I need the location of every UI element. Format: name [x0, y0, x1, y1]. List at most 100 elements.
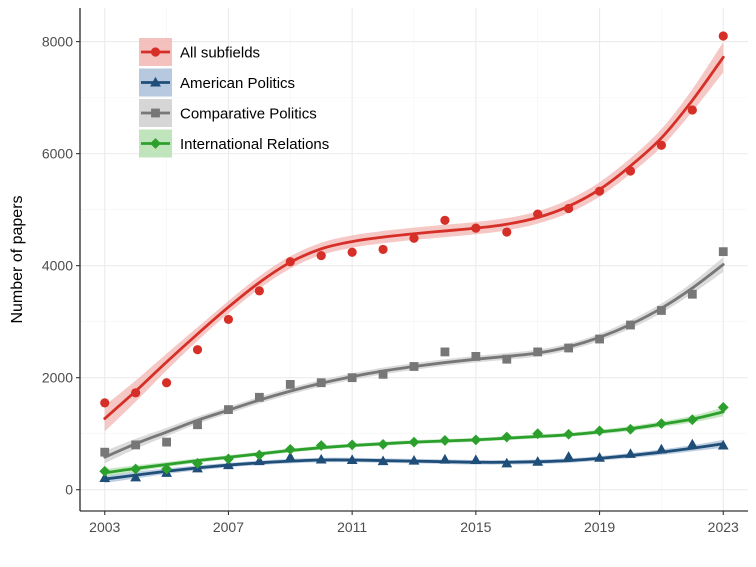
- data-point-international-relations-2006: [192, 457, 203, 469]
- data-point-all-subfields-2021: [656, 140, 667, 150]
- data-point-international-relations-2018: [563, 428, 575, 440]
- data-point-american-politics-2014: [439, 453, 451, 464]
- data-point-all-subfields-2006: [192, 345, 203, 355]
- data-point-american-politics-2022: [686, 438, 698, 449]
- x-tick-label: 2011: [337, 519, 367, 535]
- data-point-american-politics-2009: [284, 451, 296, 462]
- legend-label: American Politics: [180, 75, 295, 92]
- data-point-all-subfields-2020: [625, 166, 636, 176]
- data-point-all-subfields-2023: [718, 31, 728, 41]
- data-point-comparative-politics-2007: [224, 405, 233, 415]
- data-point-american-politics-2011: [346, 454, 358, 465]
- data-point-comparative-politics-2020: [626, 320, 635, 330]
- data-point-international-relations-2015: [470, 434, 482, 446]
- legend: All subfields American Politics Comparativ…: [139, 38, 329, 158]
- data-point-international-relations-2011: [346, 439, 358, 451]
- data-point-comparative-politics-2009: [285, 380, 295, 389]
- data-point-all-subfields-2005: [161, 378, 172, 388]
- data-point-comparative-politics-2022: [687, 289, 697, 299]
- x-tick-label: 2023: [708, 519, 739, 535]
- data-point-all-subfields-2011: [347, 247, 357, 257]
- data-point-comparative-politics-2021: [657, 306, 666, 315]
- legend-item-international-relations: International Relations: [139, 129, 329, 158]
- data-point-american-politics-2020: [625, 448, 636, 458]
- data-point-comparative-politics-2014: [440, 347, 450, 357]
- legend-key-marker: [150, 138, 161, 149]
- y-tick-label: 0: [65, 482, 73, 498]
- data-point-comparative-politics-2017: [533, 347, 543, 357]
- legend-label: International Relations: [180, 136, 329, 153]
- data-point-american-politics-2012: [377, 455, 389, 466]
- data-point-comparative-politics-2003: [100, 447, 110, 457]
- data-point-all-subfields-2008: [254, 286, 264, 296]
- data-point-international-relations-2005: [161, 463, 172, 475]
- data-point-international-relations-2009: [284, 443, 296, 455]
- legend-label: Comparative Politics: [180, 106, 317, 123]
- data-point-international-relations-2010: [315, 440, 327, 451]
- x-tick-label: 2007: [213, 519, 244, 535]
- data-point-all-subfields-2018: [564, 203, 574, 214]
- data-point-all-subfields-2004: [131, 388, 141, 398]
- data-point-all-subfields-2009: [285, 257, 295, 267]
- data-point-american-politics-2018: [563, 451, 575, 461]
- legend-key-marker: [150, 76, 161, 87]
- data-point-international-relations-2004: [130, 463, 142, 475]
- data-point-international-relations-2023: [717, 401, 729, 413]
- data-point-comparative-politics-2012: [378, 369, 388, 379]
- data-point-comparative-politics-2005: [162, 437, 171, 447]
- data-point-international-relations-2016: [501, 431, 513, 443]
- legend-key-marker: [150, 47, 161, 57]
- data-point-international-relations-2022: [686, 414, 698, 426]
- legend-key-marker: [151, 108, 160, 118]
- data-point-comparative-politics-2008: [254, 392, 264, 402]
- data-point-american-politics-2015: [470, 454, 482, 465]
- data-point-all-subfields-2013: [409, 233, 419, 243]
- grid: [80, 8, 748, 511]
- data-point-international-relations-2013: [408, 436, 420, 448]
- data-point-comparative-politics-2019: [595, 334, 604, 344]
- data-points: [99, 31, 729, 482]
- legend-item-all-subfields: All subfields: [139, 38, 260, 66]
- data-point-comparative-politics-2023: [718, 247, 728, 257]
- y-tick-label: 2000: [42, 370, 73, 386]
- data-point-comparative-politics-2006: [193, 420, 202, 430]
- data-point-american-politics-2003: [99, 472, 111, 482]
- data-point-all-subfields-2012: [378, 244, 388, 255]
- data-point-comparative-politics-2011: [347, 373, 357, 383]
- data-point-international-relations-2007: [223, 453, 234, 465]
- data-point-all-subfields-2015: [471, 223, 481, 233]
- data-point-comparative-politics-2016: [502, 354, 512, 364]
- data-point-american-politics-2010: [315, 453, 327, 464]
- data-point-international-relations-2008: [253, 449, 265, 461]
- data-point-international-relations-2019: [594, 425, 605, 437]
- y-tick-label: 6000: [42, 146, 73, 162]
- data-point-international-relations-2003: [99, 465, 111, 477]
- legend-item-comparative-politics: Comparative Politics: [139, 99, 317, 127]
- data-point-international-relations-2020: [625, 423, 636, 435]
- data-point-all-subfields-2016: [502, 227, 512, 237]
- data-point-all-subfields-2022: [687, 105, 697, 115]
- y-tick-label: 8000: [42, 34, 73, 50]
- data-point-american-politics-2019: [594, 452, 605, 462]
- data-point-international-relations-2017: [532, 428, 544, 440]
- legend-label: All subfields: [180, 45, 260, 62]
- data-point-american-politics-2017: [532, 456, 544, 466]
- data-point-all-subfields-2007: [223, 314, 234, 325]
- data-point-comparative-politics-2010: [316, 378, 326, 388]
- data-point-all-subfields-2014: [440, 215, 450, 225]
- legend-item-american-politics: American Politics: [139, 68, 295, 97]
- data-point-american-politics-2021: [656, 443, 667, 454]
- data-point-american-politics-2004: [130, 471, 142, 482]
- data-point-american-politics-2016: [501, 457, 513, 468]
- data-point-all-subfields-2003: [100, 398, 110, 408]
- data-point-comparative-politics-2013: [409, 362, 419, 371]
- data-point-international-relations-2012: [377, 438, 389, 450]
- x-tick-label: 2015: [460, 519, 491, 535]
- data-point-international-relations-2021: [656, 418, 667, 430]
- data-point-all-subfields-2019: [594, 186, 605, 196]
- data-point-comparative-politics-2018: [564, 343, 574, 353]
- data-point-american-politics-2013: [408, 454, 420, 465]
- x-tick-label: 2019: [584, 519, 615, 535]
